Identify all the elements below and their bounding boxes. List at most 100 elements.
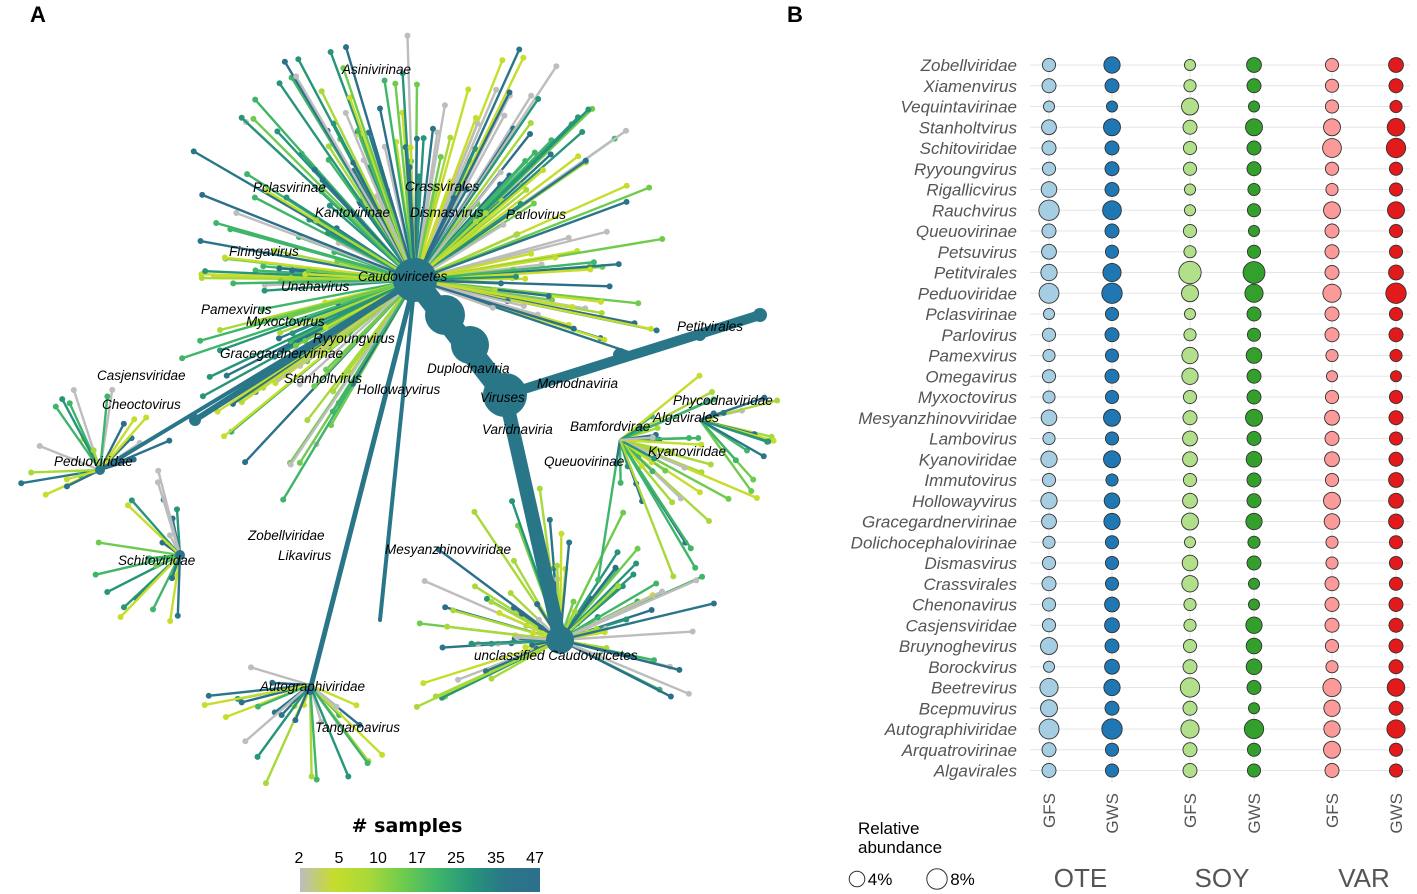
tree-branch <box>619 438 702 446</box>
tree-leaf-node <box>536 485 543 492</box>
abundance-bubble <box>1181 554 1199 572</box>
tree-node-label: Dismasvirus <box>410 205 484 220</box>
abundance-bubble <box>1183 79 1197 93</box>
tree-node-label: Tangaroavirus <box>315 720 400 735</box>
tree-branch <box>309 684 369 764</box>
tree-internal-node <box>305 685 315 695</box>
tree-leaf-node <box>292 342 299 349</box>
abundance-bubble <box>1385 282 1407 304</box>
tree-leaf-node <box>216 327 223 334</box>
tree-leaf-node <box>311 383 318 390</box>
tree-branch <box>168 554 182 622</box>
tree-leaf-node <box>179 355 186 362</box>
abundance-bubble <box>1101 282 1123 304</box>
abundance-bubble <box>1041 78 1057 94</box>
tree-internal-node <box>546 626 574 654</box>
abundance-bubble <box>1042 348 1056 363</box>
group-label: OTE <box>1054 863 1107 893</box>
bubbles <box>1038 56 1407 778</box>
tree-leaf-node <box>197 238 204 245</box>
abundance-bubble <box>1246 368 1262 384</box>
abundance-bubble <box>1104 182 1120 197</box>
tree-leaf-node <box>173 506 180 513</box>
tree-leaf-node <box>579 129 586 136</box>
abundance-bubble <box>1324 78 1340 93</box>
abundance-bubble <box>1038 718 1060 740</box>
tree-leaf-node <box>648 607 655 614</box>
row-label: Myxoctovirus <box>918 388 1018 407</box>
abundance-bubble <box>1181 97 1199 116</box>
tree-leaf-node <box>488 675 495 682</box>
tree-leaf-node <box>242 738 249 745</box>
tree-leaf-node <box>283 194 290 201</box>
row-label: Mesyanzhinovviridae <box>858 409 1017 428</box>
abundance-bubble <box>1040 492 1058 510</box>
tree-leaf-node <box>318 718 325 725</box>
abundance-bubble <box>1040 181 1058 198</box>
tree-trunk <box>498 388 567 647</box>
abundance-bubble <box>1324 576 1340 592</box>
colorbar-tick: 17 <box>408 850 426 867</box>
tree-leaf-node <box>63 483 70 490</box>
tree-leaf-node <box>444 623 451 630</box>
tree-leaf-node <box>510 604 517 611</box>
tree-leaf-node <box>233 210 240 217</box>
abundance-bubble <box>1324 306 1340 322</box>
tree-leaf-node <box>558 530 565 537</box>
abundance-bubble <box>1388 161 1404 176</box>
abundance-bubble <box>1182 742 1198 758</box>
tree-leaf-node <box>615 261 622 268</box>
abundance-bubble <box>1389 99 1403 114</box>
tree-leaf-node <box>547 151 554 158</box>
tree-leaf-node <box>376 105 383 112</box>
tree-leaf-node <box>623 198 630 205</box>
abundance-bubble <box>1104 161 1120 177</box>
tree-leaf-node <box>488 598 495 605</box>
abundance-bubble <box>1324 431 1340 446</box>
tree-leaf-node <box>326 202 333 209</box>
tree-branch <box>559 638 672 698</box>
tree-leaf-node <box>52 403 59 410</box>
tree-leaf-node <box>603 228 610 235</box>
tree-node-label: Casjensviridae <box>97 368 186 383</box>
abundance-bubble <box>1388 306 1404 322</box>
abundance-bubble <box>1040 450 1058 468</box>
tree-internal-node <box>613 348 627 362</box>
abundance-bubble <box>1041 140 1057 156</box>
tree-leaf-node <box>413 135 420 142</box>
tree-leaf-node <box>247 664 254 671</box>
tree-branch <box>127 504 181 556</box>
abundance-bubble <box>1104 244 1120 259</box>
tree-trunk <box>378 278 417 622</box>
tree-trunk <box>500 310 765 400</box>
colorbar-tick: 5 <box>335 850 344 867</box>
column-label: GFS <box>1040 793 1059 828</box>
tree-leaf-node <box>653 580 660 587</box>
tree-leaf-node <box>638 462 645 469</box>
abundance-bubble <box>1041 243 1057 260</box>
abundance-bubble <box>1324 161 1340 176</box>
tree-leaf-node <box>623 182 630 189</box>
tree-branch <box>204 683 311 707</box>
tree-leaf-node <box>472 583 479 590</box>
abundance-bubble <box>1322 283 1342 303</box>
row-label: Gracegardnervirinae <box>862 513 1017 532</box>
tree-node-label: Gracegardnervirinae <box>220 346 343 361</box>
tree-leaf-node <box>538 261 545 268</box>
tree-node-label: Likavirus <box>278 548 332 563</box>
tree-branch <box>559 638 690 695</box>
tree-leaf-node <box>249 321 256 328</box>
tree-leaf-node <box>705 518 712 525</box>
abundance-bubble <box>1042 660 1056 673</box>
tree-branch <box>250 666 311 687</box>
abundance-bubble <box>1041 327 1057 342</box>
tree-leaf-node <box>647 325 654 332</box>
row-label: Crassvirales <box>923 575 1017 594</box>
tree-leaf-node <box>491 286 498 293</box>
tree-leaf-node <box>617 479 624 486</box>
tree-leaf-node <box>329 408 336 415</box>
abundance-bubble <box>1182 223 1198 239</box>
abundance-bubble <box>1324 223 1340 239</box>
tree-leaf-node <box>659 236 666 243</box>
tree-leaf-node <box>342 109 349 116</box>
